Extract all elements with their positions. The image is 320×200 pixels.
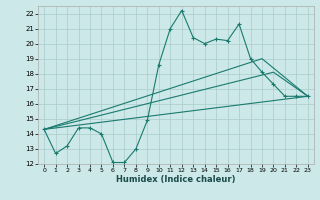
X-axis label: Humidex (Indice chaleur): Humidex (Indice chaleur) xyxy=(116,175,236,184)
